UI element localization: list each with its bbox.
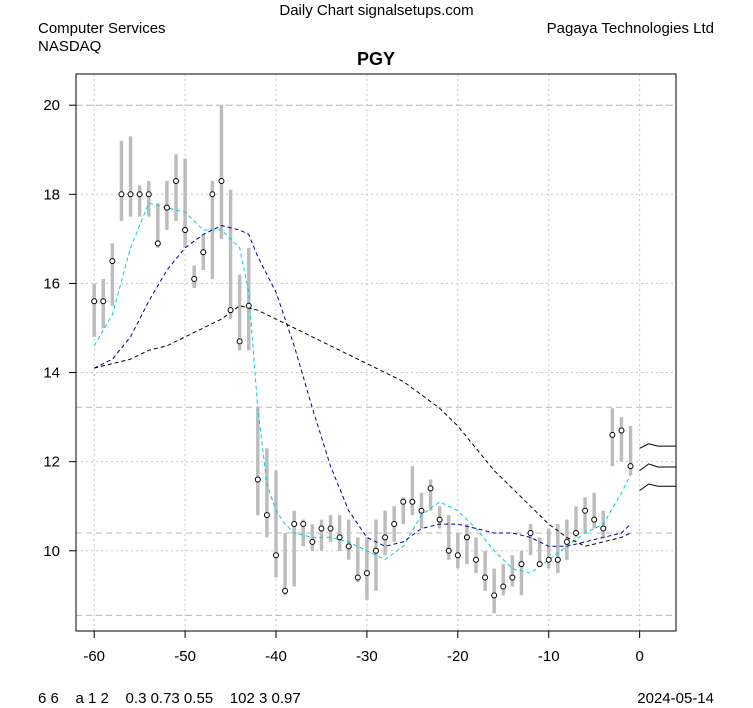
close-marker [418,507,425,514]
x-tick-label: -50 [174,648,196,665]
site-title: Daily Chart signalsetups.com [279,2,474,19]
close-marker [400,498,407,505]
close-marker [573,529,579,536]
close-marker [163,204,170,211]
close-marker [500,583,507,590]
close-marker [509,574,516,581]
projection-line [639,443,676,449]
close-marker [282,587,289,594]
x-tick-label: -30 [356,648,378,665]
close-marker [563,538,570,545]
close-marker [618,427,625,434]
series-line-ma_slow [94,305,631,547]
close-marker [427,485,434,492]
projection-lines [639,443,676,492]
close-marker [227,307,234,314]
close-marker [136,191,143,198]
close-markers [91,177,634,599]
moving-averages [93,202,631,574]
close-marker [318,525,325,532]
close-marker [209,191,216,198]
close-marker [600,525,607,532]
close-marker [445,547,452,554]
axes: -60 -50 -40 -30 -20 -10 0 10 12 14 16 18 20 [43,97,643,665]
close-marker [391,521,398,528]
chart-title: PGY [356,49,395,69]
close-marker [118,191,125,198]
price-bars [92,105,633,614]
series-line-ma_mid [93,224,631,547]
close-marker [491,592,498,599]
sector-label: Computer Services [38,20,166,37]
close-marker [409,498,416,505]
close-marker [473,556,479,563]
close-marker [518,561,525,568]
footer-params: 6 6 a 1 2 0.3 0.73 0.55 102 3 0.97 [38,690,301,707]
close-marker [354,574,361,581]
close-marker [609,431,616,438]
close-marker [382,534,389,541]
close-marker [309,538,316,545]
series-line-ma_fast [93,202,631,574]
close-marker [91,298,98,305]
close-marker [627,463,634,470]
y-tick-label: 12 [43,454,60,471]
close-marker [554,556,561,563]
close-marker [245,302,252,309]
plot-frame [75,73,677,632]
close-marker [263,512,270,519]
close-marker [218,177,225,184]
close-marker [173,177,179,184]
close-marker [336,534,343,541]
x-tick-label: 0 [635,648,643,665]
close-marker [463,534,470,541]
close-marker [591,516,598,523]
close-marker [236,338,243,345]
close-marker [182,226,189,233]
close-marker [545,556,552,563]
close-marker [345,543,352,550]
footer-date: 2024-05-14 [637,690,714,707]
close-marker [154,240,161,247]
close-marker [454,552,461,559]
x-tick-label: -60 [83,648,105,665]
x-tick-label: -40 [265,648,287,665]
company-name: Pagaya Technologies Ltd [546,20,714,37]
close-marker [373,547,379,554]
close-marker [291,521,298,528]
close-marker [109,258,116,265]
projection-line [639,483,676,492]
y-tick-label: 14 [43,365,60,382]
projection-line [639,463,676,472]
close-marker [200,249,207,256]
y-tick-label: 18 [43,186,60,203]
y-tick-label: 16 [43,275,60,292]
close-marker [436,516,443,523]
close-marker [582,507,589,514]
x-tick-label: -20 [447,648,469,665]
close-marker [191,275,198,282]
close-marker [363,570,370,577]
close-marker [327,525,334,532]
y-tick-label: 10 [43,543,60,560]
close-marker [536,561,543,568]
close-marker [254,476,261,483]
close-marker [100,298,107,305]
exchange-label: NASDAQ [38,38,102,55]
close-marker [482,574,489,581]
close-marker [273,552,279,559]
close-marker [527,529,534,536]
y-tick-label: 20 [43,97,60,114]
close-marker [300,521,307,528]
close-marker [127,191,134,198]
close-marker [145,191,152,198]
x-tick-label: -10 [538,648,560,665]
